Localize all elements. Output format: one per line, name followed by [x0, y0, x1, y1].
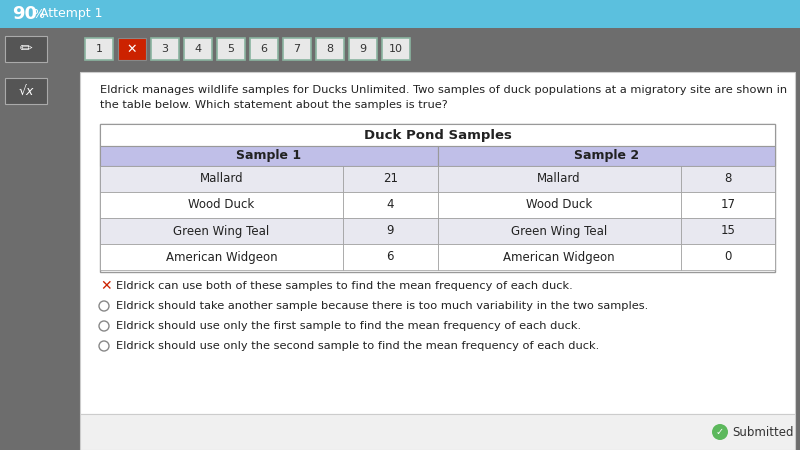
Text: Mallard: Mallard — [200, 172, 243, 185]
FancyBboxPatch shape — [80, 72, 795, 414]
Text: 90: 90 — [12, 5, 37, 23]
Text: American Widgeon: American Widgeon — [503, 251, 615, 264]
Text: 6: 6 — [386, 251, 394, 264]
Text: Wood Duck: Wood Duck — [188, 198, 254, 211]
Text: 6: 6 — [261, 44, 267, 54]
FancyBboxPatch shape — [250, 38, 278, 60]
Text: 7: 7 — [294, 44, 301, 54]
Text: √x: √x — [18, 85, 34, 98]
Text: Eldrick manages wildlife samples for Ducks Unlimited. Two samples of duck popula: Eldrick manages wildlife samples for Duc… — [100, 85, 787, 95]
Text: ✕: ✕ — [126, 42, 138, 55]
FancyBboxPatch shape — [184, 38, 212, 60]
FancyBboxPatch shape — [438, 192, 681, 218]
FancyBboxPatch shape — [151, 38, 179, 60]
Text: 5: 5 — [227, 44, 234, 54]
Text: 21: 21 — [382, 172, 398, 185]
FancyBboxPatch shape — [438, 146, 775, 166]
FancyBboxPatch shape — [100, 218, 343, 244]
FancyBboxPatch shape — [100, 146, 438, 166]
Text: 8: 8 — [326, 44, 334, 54]
Text: 1: 1 — [95, 44, 102, 54]
Text: 15: 15 — [720, 225, 735, 238]
Text: 4: 4 — [386, 198, 394, 211]
FancyBboxPatch shape — [343, 218, 438, 244]
Circle shape — [712, 424, 728, 440]
Text: 8: 8 — [724, 172, 731, 185]
FancyBboxPatch shape — [382, 38, 410, 60]
FancyBboxPatch shape — [100, 124, 775, 272]
Text: Eldrick should use only the second sample to find the mean frequency of each duc: Eldrick should use only the second sampl… — [116, 341, 599, 351]
FancyBboxPatch shape — [100, 244, 343, 270]
FancyBboxPatch shape — [0, 28, 80, 450]
FancyBboxPatch shape — [343, 244, 438, 270]
Text: Duck Pond Samples: Duck Pond Samples — [363, 129, 511, 141]
Text: Eldrick should take another sample because there is too much variability in the : Eldrick should take another sample becau… — [116, 301, 648, 311]
Text: Sample 2: Sample 2 — [574, 149, 639, 162]
FancyBboxPatch shape — [100, 124, 775, 146]
FancyBboxPatch shape — [85, 38, 113, 60]
FancyBboxPatch shape — [118, 38, 146, 60]
FancyBboxPatch shape — [100, 192, 343, 218]
Text: Eldrick can use both of these samples to find the mean frequency of each duck.: Eldrick can use both of these samples to… — [116, 281, 573, 291]
Text: 17: 17 — [720, 198, 735, 211]
FancyBboxPatch shape — [681, 166, 775, 192]
FancyBboxPatch shape — [438, 244, 681, 270]
Text: Mallard: Mallard — [537, 172, 581, 185]
FancyBboxPatch shape — [681, 192, 775, 218]
FancyBboxPatch shape — [438, 218, 681, 244]
Text: Eldrick should use only the first sample to find the mean frequency of each duck: Eldrick should use only the first sample… — [116, 321, 581, 331]
FancyBboxPatch shape — [343, 166, 438, 192]
Text: ✏: ✏ — [20, 41, 32, 57]
Text: 10: 10 — [389, 44, 403, 54]
FancyBboxPatch shape — [5, 78, 47, 104]
Text: 0: 0 — [724, 251, 731, 264]
Text: %: % — [32, 8, 44, 21]
FancyBboxPatch shape — [283, 38, 311, 60]
Text: ✕: ✕ — [100, 279, 112, 293]
FancyBboxPatch shape — [0, 0, 800, 28]
Text: American Widgeon: American Widgeon — [166, 251, 278, 264]
FancyBboxPatch shape — [80, 414, 795, 450]
FancyBboxPatch shape — [316, 38, 344, 60]
Text: Submitted: Submitted — [732, 426, 794, 438]
Text: the table below. Which statement about the samples is true?: the table below. Which statement about t… — [100, 100, 448, 110]
FancyBboxPatch shape — [681, 244, 775, 270]
FancyBboxPatch shape — [349, 38, 377, 60]
Text: ✓: ✓ — [716, 427, 724, 437]
FancyBboxPatch shape — [217, 38, 245, 60]
Text: 4: 4 — [194, 44, 202, 54]
Text: Sample 1: Sample 1 — [236, 149, 302, 162]
Text: Green Wing Teal: Green Wing Teal — [174, 225, 270, 238]
Text: Green Wing Teal: Green Wing Teal — [511, 225, 607, 238]
Text: 9: 9 — [386, 225, 394, 238]
FancyBboxPatch shape — [438, 166, 681, 192]
FancyBboxPatch shape — [681, 218, 775, 244]
Text: 3: 3 — [162, 44, 169, 54]
Text: 9: 9 — [359, 44, 366, 54]
FancyBboxPatch shape — [343, 192, 438, 218]
Text: Wood Duck: Wood Duck — [526, 198, 592, 211]
Text: Attempt 1: Attempt 1 — [40, 8, 102, 21]
FancyBboxPatch shape — [100, 166, 343, 192]
FancyBboxPatch shape — [5, 36, 47, 62]
